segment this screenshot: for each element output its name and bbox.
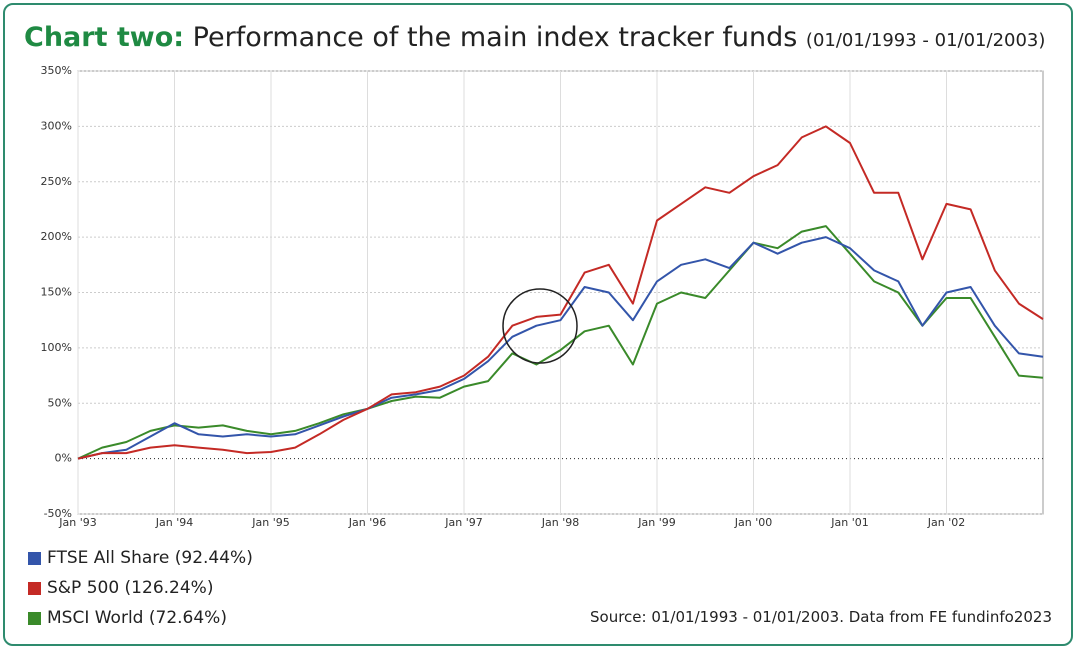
legend-label: FTSE All Share (92.44%) — [47, 548, 253, 568]
highlight-circle — [502, 288, 578, 364]
legend-swatch — [28, 551, 41, 565]
chart-subtitle: (01/01/1993 - 01/01/2003) — [805, 30, 1046, 51]
y-tick-label: 350% — [41, 64, 72, 77]
x-tick-label: Jan '97 — [444, 516, 482, 529]
frame — [3, 3, 1073, 646]
y-tick-label: 250% — [41, 175, 72, 188]
y-tick-label: 300% — [41, 119, 72, 132]
x-tick-label: Jan '98 — [541, 516, 579, 529]
y-tick-label: 200% — [41, 230, 72, 243]
x-tick-label: Jan '94 — [155, 516, 193, 529]
legend-item: S&P 500 (126.24%) — [28, 578, 213, 598]
legend-label: S&P 500 (126.24%) — [47, 578, 214, 598]
legend-item: FTSE All Share (92.44%) — [28, 548, 253, 568]
y-tick-label: 50% — [48, 396, 72, 409]
x-tick-label: Jan '93 — [58, 516, 96, 529]
x-tick-label: Jan '02 — [927, 516, 965, 529]
y-tick-label: 0% — [55, 452, 72, 465]
chart-title: Performance of the main index tracker fu… — [192, 22, 798, 53]
title: Chart two: Performance of the main index… — [24, 22, 1045, 53]
series-line — [77, 225, 1044, 460]
legend-swatch — [28, 611, 41, 625]
y-tick-label: 150% — [41, 286, 72, 299]
series-line — [77, 125, 1044, 460]
y-tick-label: 100% — [41, 341, 72, 354]
plot: -50% 0% 50% 100% 150% 200% 250% 300% 350% Jan '93… — [41, 64, 1044, 529]
x-tick-label: Jan '99 — [637, 516, 675, 529]
y-tick-label: -50% — [44, 507, 72, 520]
legend-swatch — [28, 581, 41, 595]
series-line — [77, 236, 1044, 460]
x-tick-label: Jan '00 — [734, 516, 772, 529]
legend-label: MSCI World (72.64%) — [47, 608, 227, 628]
source: Source: 01/01/1993 - 01/01/2003. Data fr… — [590, 608, 1052, 626]
x-tick-label: Jan '01 — [830, 516, 868, 529]
title-lead: Chart two: — [24, 22, 185, 53]
legend-item: MSCI World (72.64%) — [28, 608, 227, 628]
x-tick-label: Jan '96 — [348, 516, 386, 529]
x-tick-label: Jan '95 — [251, 516, 289, 529]
